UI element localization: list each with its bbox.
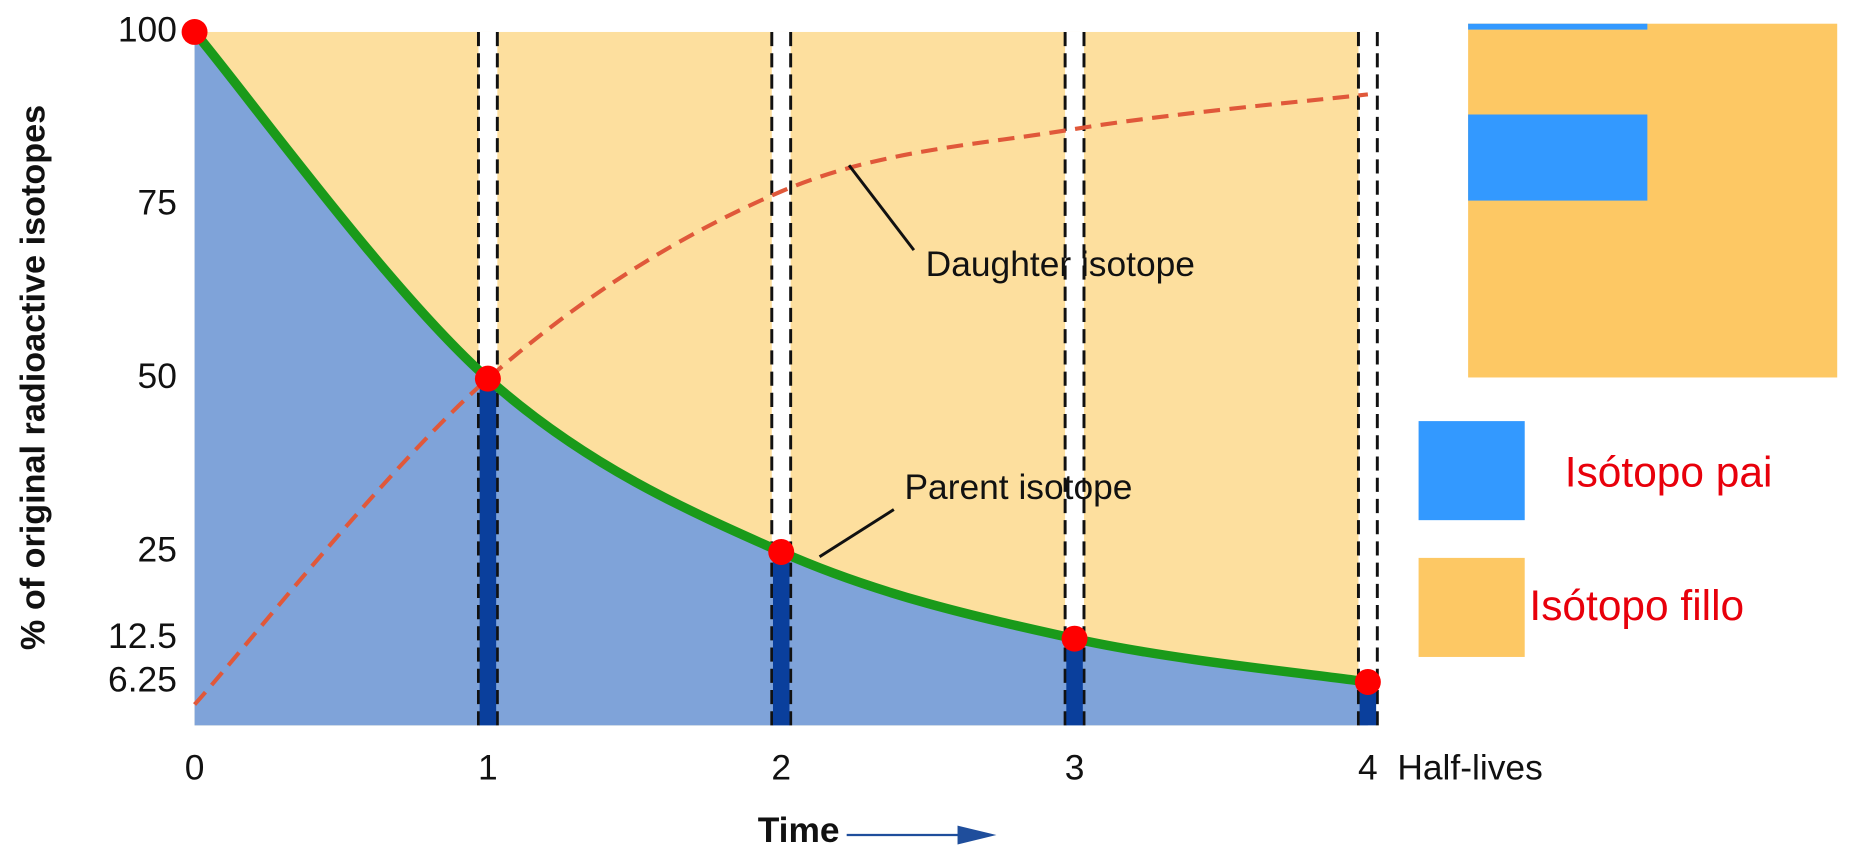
legend-swatch — [1418, 421, 1525, 521]
legend-label: Isótopo pai — [1565, 449, 1773, 496]
x-axis-note: Half-lives — [1397, 748, 1542, 787]
annotation: Parent isotope — [904, 468, 1132, 507]
decor-strip — [1468, 23, 1648, 30]
parent-line — [189, 27, 1373, 687]
gap-column — [478, 31, 498, 379]
y-tick-label: 12.5 — [108, 617, 177, 656]
legend-label: Isótopo fillo — [1529, 582, 1744, 629]
daughter-line — [193, 92, 1369, 706]
gap-column — [1065, 31, 1084, 639]
x-axis-label: Time — [758, 811, 840, 850]
point — [181, 18, 208, 45]
x-tick-label: 0 — [185, 748, 205, 787]
legend-swatch — [1418, 557, 1525, 657]
bar — [479, 378, 497, 726]
bar — [772, 551, 790, 726]
y-tick-label: 25 — [138, 530, 177, 569]
plot — [181, 18, 1381, 726]
y-tick-label: 6.25 — [108, 660, 177, 699]
point — [1061, 625, 1088, 652]
y-tick-label: 75 — [138, 184, 177, 223]
arrow-head — [957, 825, 997, 845]
x-tick-label: 1 — [478, 748, 498, 787]
bar — [1066, 638, 1083, 726]
point — [1354, 669, 1381, 695]
x-tick-label: 2 — [771, 748, 791, 787]
leader-line — [847, 164, 916, 252]
y-tick-label: 100 — [118, 10, 177, 49]
gap-column — [1358, 31, 1378, 683]
point — [474, 365, 501, 392]
y-tick-label: 50 — [138, 357, 177, 396]
gap-column — [771, 31, 791, 552]
annotation: Daughter isotope — [926, 245, 1195, 284]
point — [768, 539, 795, 565]
decor-strip — [1468, 114, 1648, 201]
x-tick-label: 3 — [1065, 748, 1085, 787]
x-tick-label: 4 — [1358, 748, 1378, 787]
y-axis-label: % of original radioactive isotopes — [14, 105, 52, 650]
leader-line — [818, 508, 895, 558]
